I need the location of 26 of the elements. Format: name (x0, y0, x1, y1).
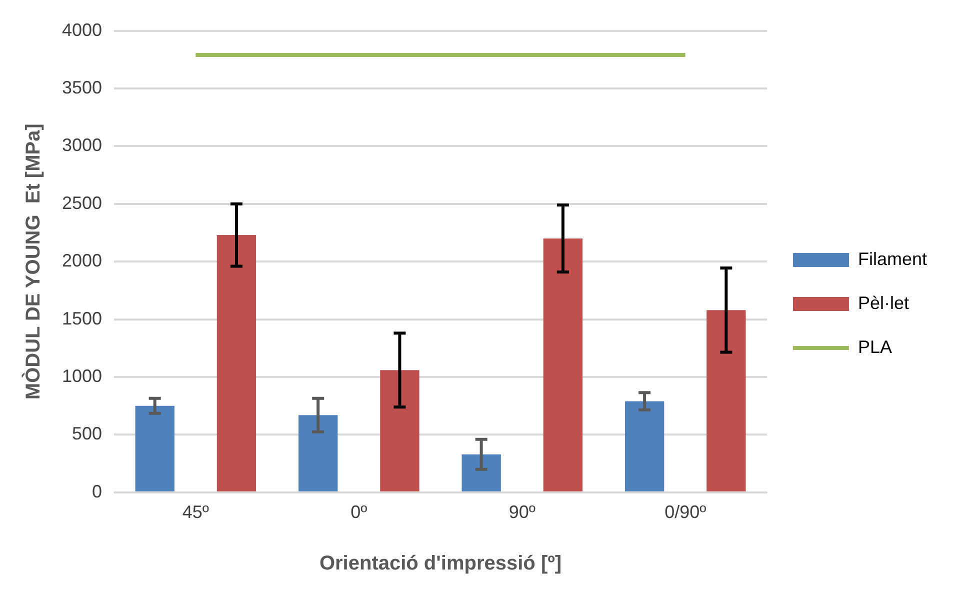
bar (135, 406, 174, 492)
x-tick-label: 90º (508, 502, 536, 522)
bar (624, 401, 664, 492)
x-tick-label: 0/90º (664, 502, 707, 522)
legend-label: Filament (858, 248, 928, 269)
bar (380, 370, 420, 492)
bar (216, 235, 256, 492)
y-axis-title: MÒDUL DE YOUNG Et [MPa] (22, 124, 45, 400)
bar (298, 415, 338, 492)
legend-label: Pèl·let (858, 292, 910, 313)
x-tick-label: 0º (350, 502, 368, 522)
x-axis-title: Orientació d'impressió [º] (319, 552, 562, 575)
y-tick-label: 3000 (62, 135, 102, 156)
bar (462, 454, 501, 492)
y-tick-label: 3500 (62, 77, 102, 98)
y-tick-label: 2500 (62, 192, 102, 213)
y-tick-label: 0 (92, 481, 102, 502)
y-tick-label: 1000 (62, 366, 102, 386)
bar (543, 238, 583, 492)
y-tick-label: 2000 (62, 250, 102, 271)
y-tick-label: 4000 (62, 20, 102, 40)
y-tick-label: 500 (72, 424, 102, 444)
legend-label: PLA (858, 336, 892, 357)
x-tick-label: 45º (182, 502, 210, 522)
bar (706, 310, 746, 492)
y-tick-label: 1500 (62, 308, 102, 328)
